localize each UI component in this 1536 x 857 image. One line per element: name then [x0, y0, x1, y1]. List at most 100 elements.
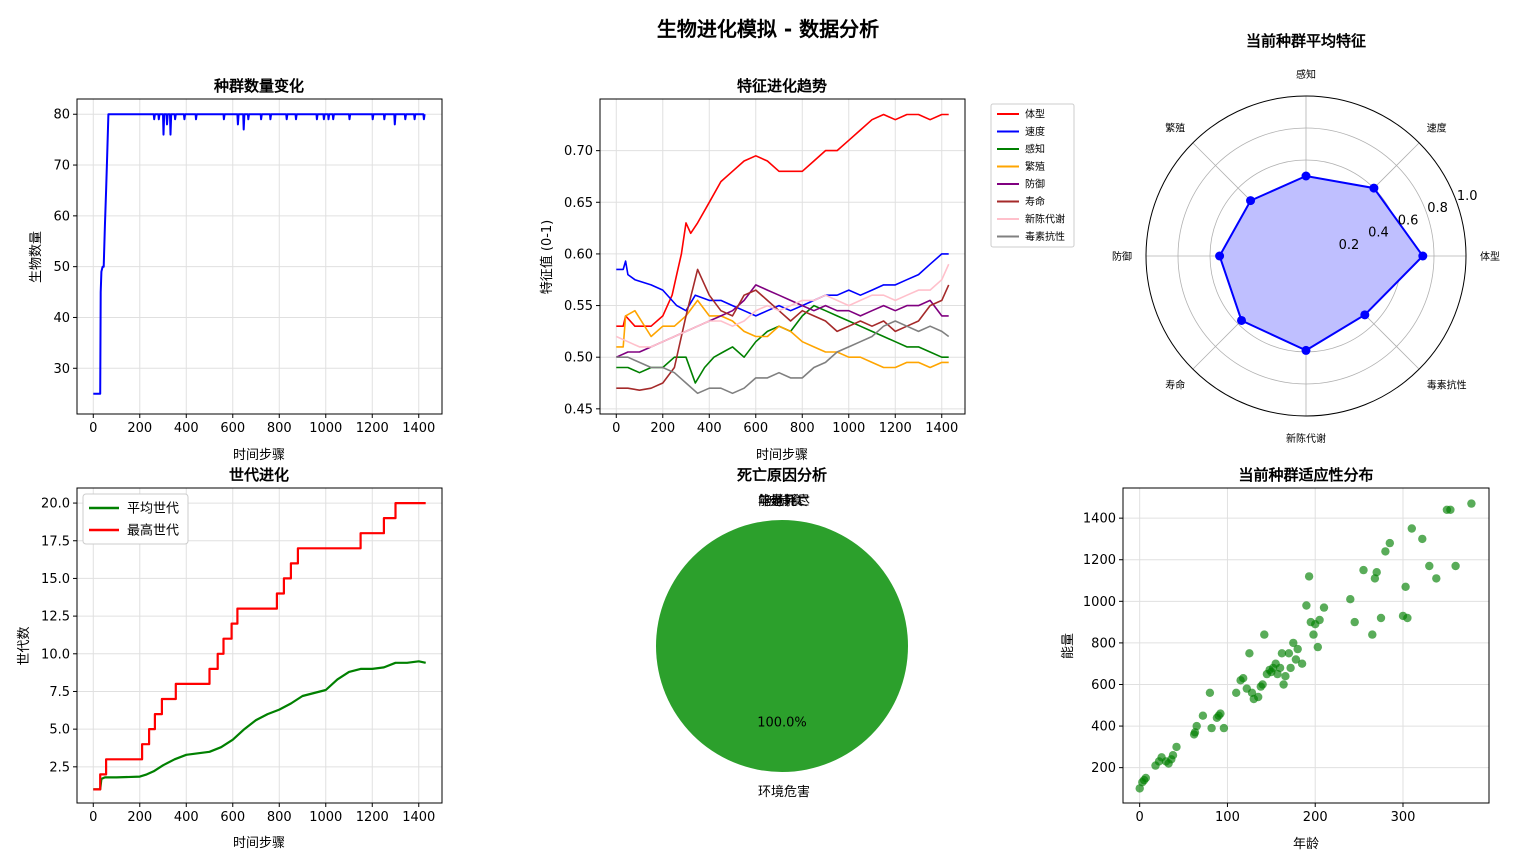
scatter-point [1359, 565, 1368, 575]
scatter-point [1451, 561, 1460, 571]
scatter-point [1258, 680, 1267, 689]
x-tick-label: 0 [89, 810, 97, 825]
legend-label: 毒素抗性 [1025, 230, 1065, 243]
x-tick-label: 1000 [832, 421, 865, 436]
scatter-point [1168, 751, 1178, 760]
radar-point [1369, 183, 1379, 193]
x-tick-label: 300 [1391, 810, 1416, 825]
x-tick-label: 800 [267, 421, 292, 436]
scatter-point [1275, 663, 1285, 673]
traits-grid [600, 99, 965, 414]
radar-outer-ring [1145, 95, 1467, 417]
legend-box [82, 493, 189, 545]
scatter-point [1376, 613, 1386, 623]
traits-xlabel: 时间步骤 [756, 448, 808, 463]
legend-label: 平均世代 [127, 502, 179, 517]
legend-label: 速度 [1025, 125, 1045, 138]
pie-label: 被捕食 [764, 493, 803, 509]
y-tick-label: 20.0 [41, 497, 70, 512]
legend-label: 感知 [1025, 143, 1045, 156]
figure-title: 生物进化模拟 - 数据分析 [657, 17, 879, 41]
radar-r-tick-label: 0.4 [1368, 226, 1389, 241]
legend-box [990, 103, 1075, 248]
scatter-point [1245, 649, 1254, 658]
scatter-point [1315, 615, 1324, 625]
scatter-point [1297, 659, 1307, 668]
scatter-point [1381, 547, 1390, 556]
scatter-point [1284, 649, 1294, 658]
scatter-point [1432, 574, 1441, 583]
scatter-point [1239, 674, 1248, 683]
scatter-point [1279, 680, 1288, 689]
scatter-point [1407, 524, 1417, 533]
y-tick-label: 800 [1091, 636, 1116, 651]
x-tick-label: 0 [1136, 810, 1144, 825]
radar-r-tick-label: 1.0 [1457, 189, 1478, 204]
radar-category-label: 新陈代谢 [1286, 432, 1326, 445]
scatter-point [1198, 711, 1208, 720]
x-tick-label: 100 [1215, 810, 1240, 825]
y-tick-label: 15.0 [41, 572, 70, 587]
pie-label: 年老死亡 [758, 494, 810, 509]
scatter-point [1446, 505, 1455, 514]
y-tick-label: 30 [53, 362, 70, 377]
y-tick-label: 0.55 [564, 299, 593, 314]
series-line [93, 660, 426, 791]
y-tick-label: 200 [1091, 761, 1116, 776]
generation-plot-frame [76, 487, 443, 804]
scatter-point [1293, 644, 1302, 654]
x-tick-label: 400 [174, 421, 199, 436]
scatter-point [1291, 655, 1301, 664]
fitness-ylabel: 能量 [1061, 633, 1076, 659]
y-tick-label: 0.45 [564, 402, 593, 417]
radar-r-tick-label: 0.2 [1339, 238, 1360, 253]
scatter-point [1192, 721, 1201, 731]
x-tick-label: 800 [790, 421, 815, 436]
x-tick-label: 400 [697, 421, 722, 436]
radar-point [1301, 171, 1311, 181]
radar-category-label: 繁殖 [1165, 121, 1185, 134]
traits-chart: 特征进化趋势 0 200 400 600 800 1000 1200 1400 0.45 0.50… [539, 77, 1075, 463]
scatter-point [1418, 534, 1427, 544]
series-line [615, 263, 950, 348]
pie-pct: 100.0% [757, 716, 807, 731]
scatter-point [1232, 688, 1241, 697]
radar-category-label: 感知 [1296, 68, 1316, 81]
y-tick-label: 600 [1091, 678, 1116, 693]
y-tick-label: 80 [53, 108, 70, 123]
y-tick-label: 400 [1091, 720, 1116, 735]
scatter-point [1254, 692, 1263, 702]
radar-category-label: 防御 [1112, 250, 1132, 263]
death-chart-title: 死亡原因分析 [737, 466, 827, 484]
x-tick-label: 200 [127, 421, 152, 436]
scatter-point [1141, 773, 1151, 783]
radar-chart-title: 当前种群平均特征 [1246, 32, 1366, 50]
fitness-grid [1123, 488, 1489, 803]
legend-label: 繁殖 [1025, 160, 1045, 173]
scatter-point [1403, 613, 1412, 623]
traits-series [615, 113, 950, 395]
scatter-point [1277, 649, 1287, 658]
x-tick-label: 1400 [925, 421, 958, 436]
fitness-chart-title: 当前种群适应性分布 [1238, 466, 1373, 484]
scatter-point [1467, 499, 1476, 508]
series-line [615, 284, 949, 358]
x-tick-label: 200 [650, 421, 675, 436]
y-tick-label: 12.5 [41, 610, 70, 625]
radar-r-tick-label: 0.8 [1427, 201, 1448, 216]
traits-plot-frame [599, 98, 966, 415]
scatter-point [1286, 663, 1295, 673]
x-tick-label: 600 [220, 810, 245, 825]
population-grid [77, 99, 442, 414]
scatter-point [1309, 630, 1318, 639]
radar-category-label: 速度 [1427, 121, 1447, 134]
pie-label: 环境危害 [758, 784, 810, 800]
scatter-point [1207, 723, 1216, 733]
scatter-point [1205, 688, 1215, 697]
traits-ticks: 0 200 400 600 800 1000 1200 1400 0.45 0.50 0.55 0.6… [564, 144, 958, 436]
